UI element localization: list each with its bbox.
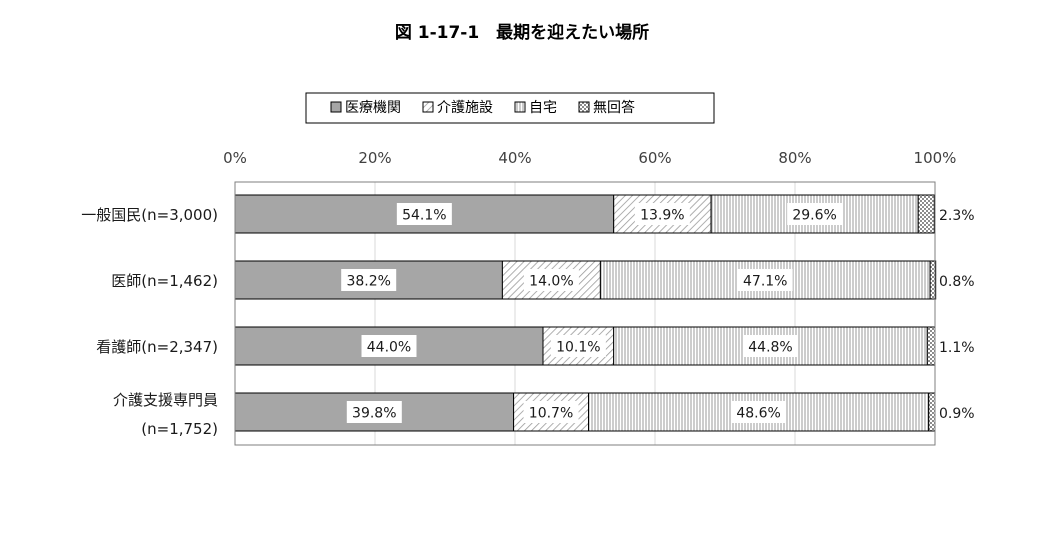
data-label: 0.8% <box>939 274 975 290</box>
legend-label-3: 自宅 <box>529 100 557 116</box>
x-tick-label: 80% <box>778 149 811 167</box>
data-label-bg <box>550 335 606 357</box>
data-label-bg <box>743 335 798 357</box>
legend: 医療機関 介護施設 自宅 無回答 <box>305 92 715 124</box>
bar-segment <box>926 326 936 366</box>
data-label-bg <box>737 269 793 291</box>
data-label-bg <box>787 203 843 225</box>
x-tick-label: 20% <box>358 149 391 167</box>
legend-swatch-3 <box>514 101 526 113</box>
x-tick-label: 100% <box>914 149 957 167</box>
legend-swatch-4 <box>578 101 590 113</box>
x-tick-label: 60% <box>638 149 671 167</box>
x-tick-label: 0% <box>223 149 247 167</box>
y-axis-label: 一般国民(n=3,000) <box>81 206 218 224</box>
bars <box>234 194 937 432</box>
data-label: 10.1% <box>556 340 600 356</box>
x-tick-label: 40% <box>498 149 531 167</box>
data-labels: 54.1% 13.9% 29.6% 2.3% 38.2% 14.0% 47.1% 0.8% 44… <box>341 203 975 423</box>
y-axis-labels: 一般国民(n=3,000) 医師(n=1,462) 看護師(n=2,347) 介護支援… <box>81 206 218 438</box>
legend-label-4: 無回答 <box>593 99 635 116</box>
data-label: 29.6% <box>792 208 836 224</box>
chart-title: 図 1-17-1 最期を迎えたい場所 <box>395 22 649 43</box>
bar-segment <box>613 194 712 234</box>
data-label: 0.9% <box>939 406 975 422</box>
bar-segment <box>929 260 937 300</box>
y-axis-label: 介護支援専門員 <box>113 391 218 409</box>
data-label-bg <box>341 269 397 291</box>
data-label: 14.0% <box>529 274 573 290</box>
bar-segment <box>928 392 936 432</box>
legend-box <box>305 92 715 124</box>
data-label-bg <box>346 401 402 423</box>
data-label: 38.2% <box>346 274 390 290</box>
data-label: 1.1% <box>939 340 975 356</box>
y-axis-label: 医師(n=1,462) <box>111 272 218 290</box>
bar-segment <box>917 194 935 234</box>
y-axis-label: 看護師(n=2,347) <box>96 338 218 356</box>
data-label: 47.1% <box>743 274 787 290</box>
data-label: 44.8% <box>748 340 792 356</box>
y-axis-label: (n=1,752) <box>141 420 218 438</box>
data-label: 2.3% <box>939 208 975 224</box>
legend-label-2: 介護施設 <box>437 100 493 116</box>
data-label: 39.8% <box>352 406 396 422</box>
data-label-bg <box>634 203 690 225</box>
data-label: 10.7% <box>529 406 573 422</box>
data-label-bg <box>523 269 579 291</box>
data-label-bg <box>396 203 452 225</box>
data-label-bg <box>523 401 579 423</box>
legend-swatch-1 <box>330 101 342 113</box>
plot-area-border <box>234 181 936 446</box>
data-label: 48.6% <box>736 406 780 422</box>
legend-label-1: 医療機関 <box>345 99 401 116</box>
data-label: 13.9% <box>640 208 684 224</box>
data-label: 44.0% <box>367 340 411 356</box>
data-label: 54.1% <box>402 208 446 224</box>
data-label-bg <box>731 401 787 423</box>
data-label-bg <box>361 335 417 357</box>
x-axis-ticks: 0% 20% 40% 60% 80% 100% <box>223 149 956 167</box>
legend-swatch-2 <box>422 101 434 113</box>
